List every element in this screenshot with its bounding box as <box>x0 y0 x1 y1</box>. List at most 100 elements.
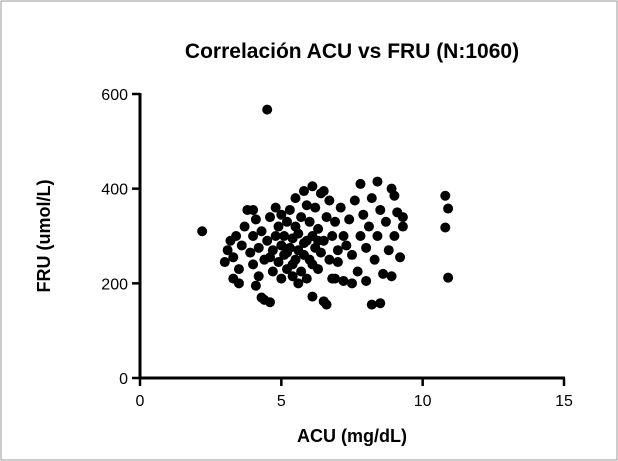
y-tick-label: 400 <box>101 182 128 199</box>
point <box>440 190 451 201</box>
point <box>378 268 389 279</box>
x-tick-label: 0 <box>136 393 145 410</box>
point <box>318 186 329 197</box>
point <box>361 242 372 253</box>
point <box>290 193 301 204</box>
point <box>284 204 295 215</box>
point <box>332 245 343 256</box>
point <box>307 259 318 270</box>
point <box>293 278 304 289</box>
point <box>397 212 408 223</box>
point <box>219 257 230 268</box>
y-tick-label: 0 <box>119 371 128 388</box>
point <box>344 214 355 225</box>
point <box>363 221 374 232</box>
point <box>366 299 377 310</box>
point <box>380 216 391 227</box>
point <box>347 278 357 289</box>
point <box>293 228 304 239</box>
point <box>369 254 380 265</box>
point <box>443 203 454 214</box>
point <box>321 212 332 223</box>
point <box>267 266 278 277</box>
point <box>349 195 360 206</box>
y-tick-label: 600 <box>101 87 128 104</box>
point <box>301 200 312 211</box>
point <box>307 181 318 192</box>
x-axis-label: ACU (mg/dL) <box>297 426 407 446</box>
point <box>304 216 315 227</box>
point <box>389 231 400 241</box>
point <box>347 249 357 260</box>
point <box>332 257 343 268</box>
point <box>248 231 259 241</box>
point <box>440 222 451 233</box>
point <box>383 245 394 256</box>
point <box>397 221 408 232</box>
point <box>236 240 247 251</box>
point <box>361 275 372 286</box>
point <box>265 252 276 263</box>
point <box>298 238 309 249</box>
point <box>307 291 318 302</box>
point <box>330 273 341 284</box>
point <box>262 235 273 246</box>
point <box>372 176 383 187</box>
point <box>298 186 309 197</box>
chart-title: Correlación ACU vs FRU (N:1060) <box>185 40 519 63</box>
point <box>296 212 307 223</box>
point <box>276 209 287 220</box>
point <box>389 190 400 201</box>
point <box>375 204 386 215</box>
point <box>253 242 264 253</box>
point <box>327 231 338 241</box>
point <box>443 272 454 283</box>
point <box>265 212 276 223</box>
point <box>341 240 352 251</box>
point <box>245 247 256 258</box>
point <box>228 252 239 263</box>
point <box>253 271 264 282</box>
point <box>270 202 281 213</box>
point <box>287 271 298 282</box>
x-tick-label: 10 <box>414 393 432 410</box>
point <box>270 231 281 241</box>
point <box>273 221 284 232</box>
point <box>233 264 244 275</box>
point <box>248 259 259 270</box>
point <box>324 254 335 265</box>
point <box>281 247 292 258</box>
point <box>222 245 233 256</box>
point <box>250 214 261 225</box>
y-tick-label: 200 <box>101 276 128 293</box>
point <box>315 247 326 258</box>
point <box>375 298 386 309</box>
point <box>352 266 363 277</box>
point <box>296 266 307 277</box>
point <box>386 271 397 282</box>
point <box>262 104 273 115</box>
point <box>279 231 290 241</box>
point <box>313 235 324 246</box>
point <box>276 240 287 251</box>
point <box>239 221 250 232</box>
point <box>330 216 341 227</box>
point <box>233 278 244 289</box>
point <box>250 280 261 291</box>
point <box>335 202 346 213</box>
point <box>265 297 276 308</box>
point <box>355 231 366 241</box>
point <box>301 273 312 284</box>
point <box>355 178 366 189</box>
point <box>273 257 284 268</box>
y-axis-label: FRU (umol/L) <box>34 180 54 293</box>
point <box>338 231 349 241</box>
x-tick-label: 15 <box>555 393 573 410</box>
point <box>197 226 208 237</box>
point <box>287 259 298 270</box>
point <box>313 223 324 234</box>
x-tick-label: 5 <box>277 393 286 410</box>
point <box>256 226 267 237</box>
